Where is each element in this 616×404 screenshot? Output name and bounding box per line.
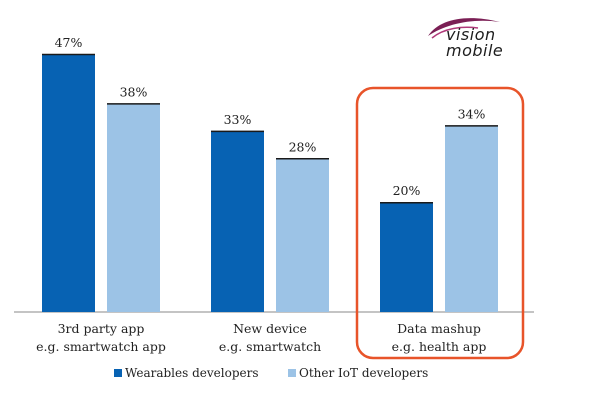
category-sublabel: e.g. health app [392,339,487,354]
legend-label-wearables: Wearables developers [125,366,259,380]
logo-text-mobile: mobile [446,41,503,60]
category-label: 3rd party app [58,321,145,336]
bar-wearables-0 [42,54,95,312]
value-label: 28% [289,139,317,154]
legend: Wearables developers Other IoT developers [114,366,428,380]
legend-swatch-other-iot [288,369,296,377]
bar-other-iot-1 [276,158,329,312]
vision-mobile-logo: vision mobile [428,18,503,60]
category-label: Data mashup [397,321,481,336]
bar-wearables-1 [211,130,264,312]
bar-wearables-2 [380,202,433,312]
bar-other-iot-0 [107,103,160,312]
category-label: New device [233,321,307,336]
highlight-box [355,86,525,360]
category-sublabel: e.g. smartwatch app [36,339,166,354]
value-label: 34% [458,106,486,121]
category-labels-group: 3rd party app e.g. smartwatch app New devi… [36,321,486,354]
category-sublabel: e.g. smartwatch [219,339,321,354]
logo-text-vision: vision [446,25,496,44]
bars-group [42,53,498,313]
value-label: 38% [120,84,148,99]
legend-swatch-wearables [114,369,122,377]
legend-label-other-iot: Other IoT developers [299,366,428,380]
logo-swoosh-tail [431,26,479,39]
value-label: 20% [393,183,421,198]
logo-swoosh [428,18,500,36]
value-labels-group: 47% 38% 33% 28% 20% 34% [55,35,486,198]
value-label: 47% [55,35,83,50]
bar-other-iot-2 [445,125,498,313]
value-label: 33% [224,112,252,127]
